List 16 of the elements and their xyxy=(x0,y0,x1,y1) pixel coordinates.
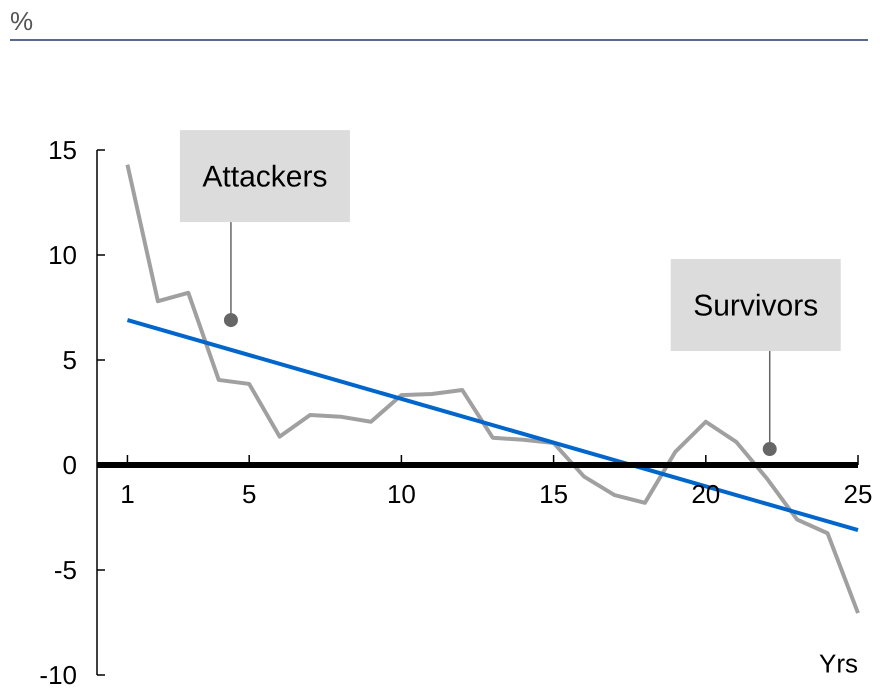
annotation: Survivors xyxy=(693,290,818,323)
x-tick-label: 25 xyxy=(844,479,872,509)
annotation: Attackers xyxy=(202,160,328,194)
x-tick-label: 20 xyxy=(691,479,720,509)
x-axis-title: Yrs xyxy=(819,648,858,678)
y-tick-label: -10 xyxy=(39,660,77,690)
x-tick-label: 1 xyxy=(120,479,135,509)
x-tick-label: 10 xyxy=(386,479,416,509)
y-tick-label: 5 xyxy=(62,345,77,376)
y-axis-title: % xyxy=(10,6,34,36)
y-tick-label: 0 xyxy=(62,450,77,480)
x-tick-label: 5 xyxy=(242,479,256,509)
x-tick-label: 15 xyxy=(539,479,568,509)
y-tick-label: 10 xyxy=(48,240,77,270)
y-tick-label: 15 xyxy=(48,135,77,166)
y-tick-label: -5 xyxy=(54,555,77,586)
